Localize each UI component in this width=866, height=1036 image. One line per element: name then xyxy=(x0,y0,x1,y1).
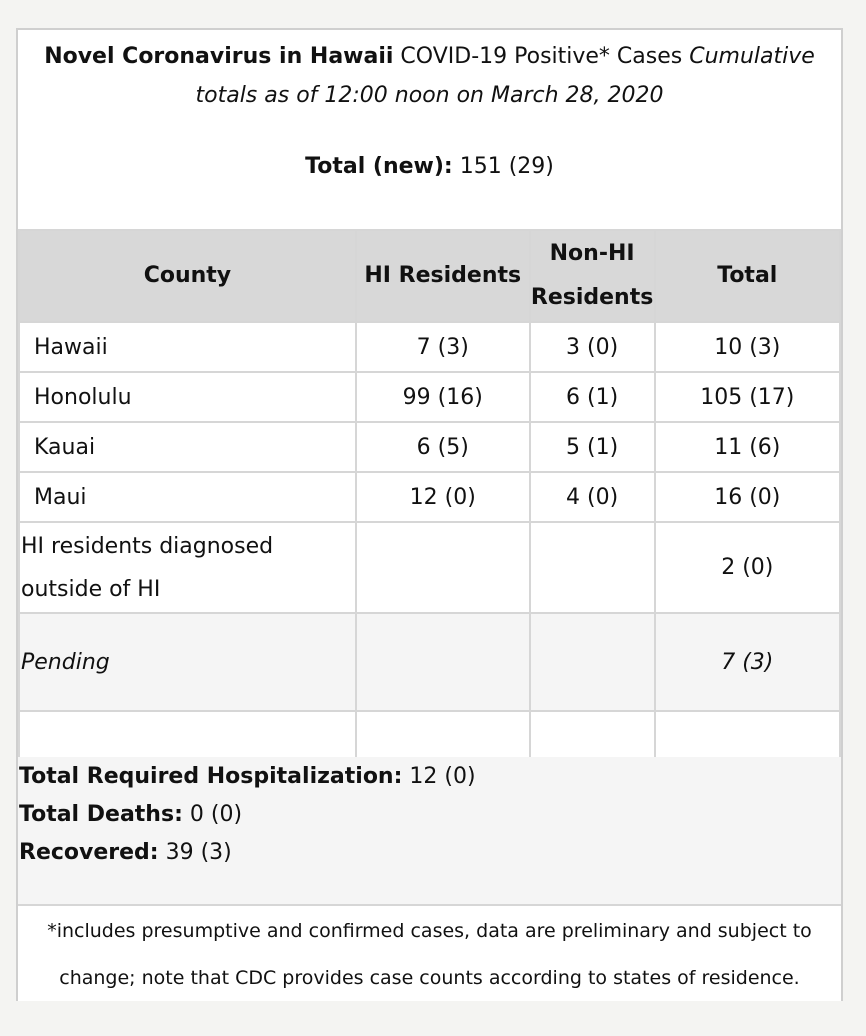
total-cell: 16 (0) xyxy=(653,471,842,523)
county-cases-table: County HI Residents Non-HI Residents Tota… xyxy=(18,229,842,759)
blank-cell xyxy=(354,710,531,759)
table-row: Hawaii 7 (3) 3 (0) 10 (3) xyxy=(18,321,842,373)
hi-residents-cell: 7 (3) xyxy=(354,321,531,373)
pending-label: Pending xyxy=(21,649,110,675)
title-italic-1: Cumulative xyxy=(689,44,815,69)
title-mid: COVID-19 Positive* Cases xyxy=(393,44,690,69)
county-cell: Kauai xyxy=(18,421,357,473)
deaths-label: Total Deaths: xyxy=(19,802,183,827)
hospitalization-value: 12 (0) xyxy=(402,764,476,789)
recovered-value: 39 (3) xyxy=(158,840,232,865)
total-new-line: Total (new): 151 (29) xyxy=(18,154,841,179)
deaths-value: 0 (0) xyxy=(182,802,243,827)
covid-case-table-panel: Novel Coronavirus in Hawaii COVID-19 Pos… xyxy=(16,28,843,1001)
title-bold: Novel Coronavirus in Hawaii xyxy=(44,44,394,69)
footnote-line-1: *includes presumptive and confirmed case… xyxy=(47,920,812,942)
col-header-hi-residents: HI Residents xyxy=(354,229,531,323)
col-header-county: County xyxy=(18,229,357,323)
table-row-blank xyxy=(18,710,842,759)
table-row: Honolulu 99 (16) 6 (1) 105 (17) xyxy=(18,371,842,423)
hi-residents-cell: 99 (16) xyxy=(354,371,531,423)
non-hi-residents-cell: 4 (0) xyxy=(528,471,656,523)
hospitalization-label: Total Required Hospitalization: xyxy=(19,764,403,789)
blank-cell xyxy=(528,710,656,759)
hi-residents-cell xyxy=(354,612,531,712)
non-hi-residents-cell: 6 (1) xyxy=(528,371,656,423)
total-value: 151 (29) xyxy=(452,154,554,179)
col-header-non-hi-residents: Non-HI Residents xyxy=(528,229,656,323)
col-header-total: Total xyxy=(653,229,842,323)
title-line-1: Novel Coronavirus in Hawaii COVID-19 Pos… xyxy=(18,44,841,69)
blank-cell xyxy=(653,710,842,759)
non-hi-residents-cell: 5 (1) xyxy=(528,421,656,473)
non-hi-residents-cell xyxy=(528,521,656,614)
outside-hi-label-2: outside of HI xyxy=(21,576,161,602)
county-cell: Maui xyxy=(18,471,357,523)
table-header-row: County HI Residents Non-HI Residents Tota… xyxy=(18,229,842,323)
footnote: *includes presumptive and confirmed case… xyxy=(18,906,841,1001)
outside-hi-label-cell: HI residents diagnosed outside of HI xyxy=(18,521,357,614)
total-cell: 2 (0) xyxy=(653,521,842,614)
non-hi-residents-cell xyxy=(528,612,656,712)
blank-cell xyxy=(18,710,357,759)
total-label: Total (new): xyxy=(305,154,453,179)
col-header-non-hi-2: Residents xyxy=(530,285,654,310)
hi-residents-cell xyxy=(354,521,531,614)
title-italic-2: totals as of 12:00 noon on March 28, 202… xyxy=(195,83,664,108)
table-header: Novel Coronavirus in Hawaii COVID-19 Pos… xyxy=(18,30,841,229)
hospitalization-line: Total Required Hospitalization: 12 (0) xyxy=(19,764,476,789)
total-cell: 10 (3) xyxy=(653,321,842,373)
table-row: Kauai 6 (5) 5 (1) 11 (6) xyxy=(18,421,842,473)
total-cell: 105 (17) xyxy=(653,371,842,423)
non-hi-residents-cell: 3 (0) xyxy=(528,321,656,373)
recovered-label: Recovered: xyxy=(19,840,159,865)
table-row-pending: Pending 7 (3) xyxy=(18,612,842,712)
hi-residents-cell: 12 (0) xyxy=(354,471,531,523)
summary-section: Total Required Hospitalization: 12 (0) T… xyxy=(18,757,841,906)
col-header-non-hi-1: Non-HI xyxy=(549,241,635,266)
total-cell: 7 (3) xyxy=(653,612,842,712)
title-line-2: totals as of 12:00 noon on March 28, 202… xyxy=(18,83,841,108)
county-cell: Honolulu xyxy=(18,371,357,423)
total-cell: 11 (6) xyxy=(653,421,842,473)
hi-residents-cell: 6 (5) xyxy=(354,421,531,473)
deaths-line: Total Deaths: 0 (0) xyxy=(19,802,242,827)
footnote-line-2: change; note that CDC provides case coun… xyxy=(59,967,800,989)
county-cell: Hawaii xyxy=(18,321,357,373)
pending-total: 7 (3) xyxy=(721,649,774,675)
pending-label-cell: Pending xyxy=(18,612,357,712)
table-row-outside-hi: HI residents diagnosed outside of HI 2 (0… xyxy=(18,521,842,614)
outside-hi-label-1: HI residents diagnosed xyxy=(21,533,274,559)
recovered-line: Recovered: 39 (3) xyxy=(19,840,232,865)
table-row: Maui 12 (0) 4 (0) 16 (0) xyxy=(18,471,842,523)
